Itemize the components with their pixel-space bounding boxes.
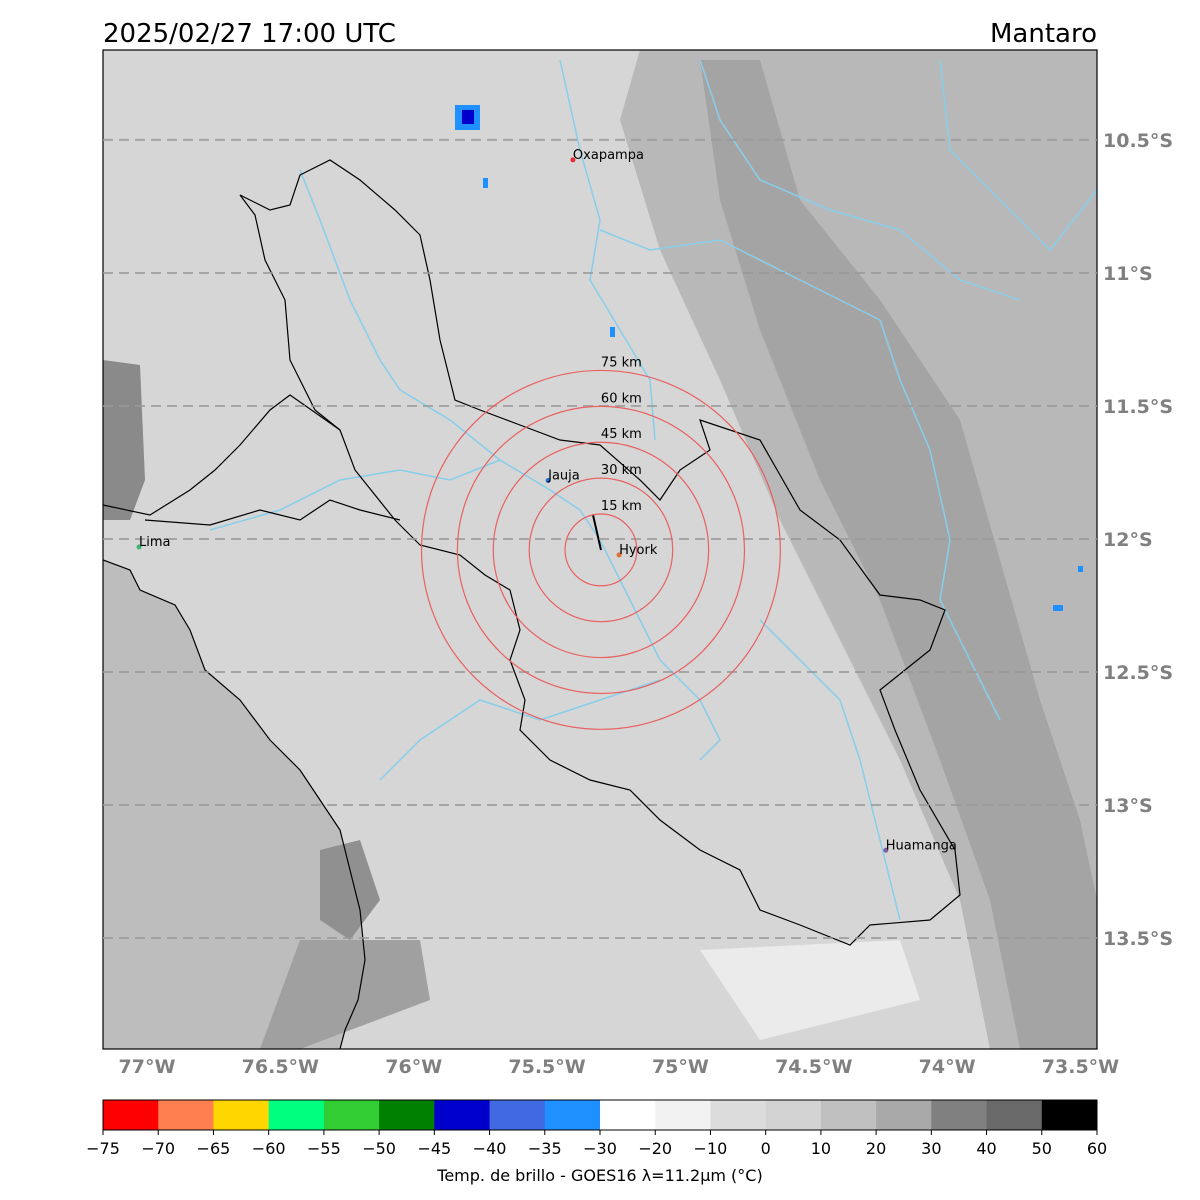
city-marker (136, 544, 142, 550)
map-background (103, 50, 1097, 1049)
colorbar-bin (931, 1100, 988, 1130)
colorbar-tick-label: 20 (866, 1139, 886, 1158)
colorbar-tick-label: −40 (473, 1139, 507, 1158)
colorbar-tick-label: −75 (86, 1139, 120, 1158)
ring-label: 30 km (601, 463, 642, 478)
colorbar-tick-label: 10 (811, 1139, 831, 1158)
city-label: Lima (139, 535, 170, 550)
colorbar-bin (103, 1100, 159, 1130)
colorbar-tick-label: 40 (976, 1139, 996, 1158)
colorbar-label: Temp. de brillo - GOES16 λ=11.2μm (°C) (436, 1166, 762, 1185)
colorbar-bin (710, 1100, 767, 1130)
lat-label: 11.5°S (1103, 396, 1173, 418)
lon-label: 74°W (919, 1056, 976, 1078)
colorbar-tick-label: −45 (417, 1139, 451, 1158)
lat-label: 11°S (1103, 263, 1153, 285)
colorbar-tick-label: −65 (197, 1139, 231, 1158)
colorbar-tick-label: −35 (528, 1139, 562, 1158)
city-marker (570, 157, 576, 163)
range-ring (564, 513, 638, 587)
lat-label: 13.5°S (1103, 928, 1173, 950)
city-label: Hyork (619, 543, 658, 558)
city-marker (545, 477, 551, 483)
ring-label: 60 km (601, 391, 642, 406)
city-marker (616, 552, 622, 558)
colorbar-bin (323, 1100, 380, 1130)
colorbar-bin (213, 1100, 270, 1130)
lat-label: 13°S (1103, 795, 1153, 817)
colorbar-bin (986, 1100, 1043, 1130)
ring-label: 75 km (601, 355, 642, 370)
lat-label: 12.5°S (1103, 662, 1173, 684)
colorbar-tick-label: −70 (141, 1139, 175, 1158)
colorbar-tick-label: −60 (252, 1139, 286, 1158)
city-label: Jauja (547, 468, 580, 483)
colorbar-tick-label: 0 (761, 1139, 771, 1158)
lon-label: 73.5°W (1042, 1056, 1119, 1078)
colorbar-bin (268, 1100, 325, 1130)
lon-label: 76.5°W (242, 1056, 319, 1078)
city-marker (883, 847, 889, 853)
colorbar-tick-label: 60 (1087, 1139, 1107, 1158)
colorbar-tick-label: 50 (1032, 1139, 1052, 1158)
colorbar-bin (876, 1100, 932, 1130)
city-label: Oxapampa (573, 148, 644, 163)
city-label: Huamanga (886, 838, 957, 853)
lat-label: 10.5°S (1103, 130, 1173, 152)
range-ring (456, 405, 746, 695)
colorbar-bin (655, 1100, 711, 1130)
colorbar-bin (158, 1100, 214, 1130)
lon-label: 77°W (119, 1056, 176, 1078)
region: Mantaro (990, 19, 1097, 49)
colorbar-bin (765, 1100, 822, 1130)
range-ring (492, 441, 710, 659)
lat-label: 12°S (1103, 529, 1153, 551)
lon-label: 76°W (385, 1056, 442, 1078)
colorbar-bin (489, 1100, 546, 1130)
title: 2025/02/27 17:00 UTC (103, 19, 396, 49)
ring-label: 45 km (601, 427, 642, 442)
range-ring (528, 477, 674, 623)
colorbar-tick-label: −10 (694, 1139, 728, 1158)
lon-label: 75.5°W (508, 1056, 585, 1078)
ring-label: 15 km (601, 499, 642, 514)
colorbar-tick-label: 30 (921, 1139, 941, 1158)
colorbar-bin (820, 1100, 877, 1130)
lon-label: 74.5°W (775, 1056, 852, 1078)
colorbar-tick-label: −30 (583, 1139, 617, 1158)
colorbar-bin (544, 1100, 601, 1130)
colorbar-tick-label: −20 (638, 1139, 672, 1158)
map-frame (102, 49, 1098, 1050)
colorbar-bin (600, 1100, 656, 1130)
colorbar-tick-label: −55 (307, 1139, 341, 1158)
colorbar-bin (434, 1100, 491, 1130)
lon-label: 75°W (652, 1056, 709, 1078)
colorbar-tick-label: −50 (362, 1139, 396, 1158)
range-ring (420, 369, 781, 730)
colorbar-bin (1041, 1100, 1098, 1130)
colorbar-bin (379, 1100, 435, 1130)
